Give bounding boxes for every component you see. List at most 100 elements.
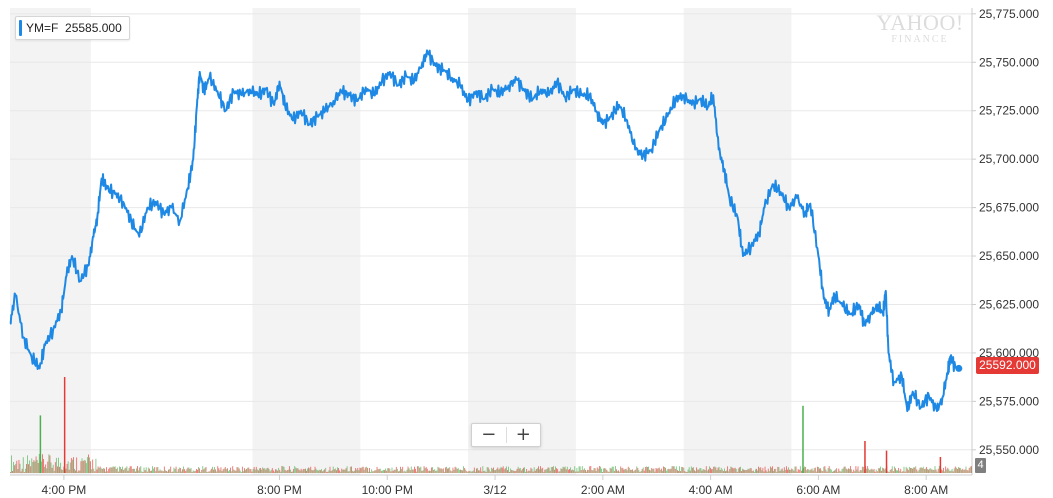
volume-bar bbox=[24, 468, 26, 473]
x-tick-label: 4:00 AM bbox=[689, 483, 733, 497]
volume-bar bbox=[964, 469, 966, 473]
volume-bar bbox=[921, 468, 923, 473]
volume-bar bbox=[37, 462, 39, 473]
y-tick-label: 25,550.000 bbox=[979, 443, 1039, 457]
volume-bar bbox=[620, 466, 622, 473]
volume-bar bbox=[240, 471, 242, 473]
volume-bar bbox=[104, 468, 105, 473]
volume-bar bbox=[308, 467, 310, 473]
volume-bar bbox=[61, 469, 63, 473]
volume-bar bbox=[963, 470, 965, 473]
volume-bar bbox=[145, 467, 147, 473]
volume-bar bbox=[492, 468, 493, 473]
volume-bar bbox=[300, 468, 302, 473]
volume-bar bbox=[655, 467, 657, 473]
volume-bar bbox=[796, 471, 798, 473]
volume-bar bbox=[607, 471, 609, 473]
volume-bar bbox=[68, 469, 70, 473]
volume-bar bbox=[626, 470, 628, 473]
volume-bar bbox=[75, 470, 77, 473]
volume-bar bbox=[869, 470, 871, 473]
volume-spike bbox=[39, 415, 42, 473]
volume-bar bbox=[321, 469, 322, 473]
legend[interactable]: YM=F 25585.000 bbox=[15, 16, 130, 40]
volume-bar bbox=[524, 467, 525, 473]
volume-bar bbox=[22, 457, 24, 473]
volume-bar bbox=[436, 470, 438, 473]
volume-bar bbox=[551, 466, 553, 473]
volume-bar bbox=[840, 471, 842, 473]
volume-bar bbox=[285, 470, 287, 473]
volume-bar bbox=[463, 466, 465, 473]
volume-bar bbox=[906, 468, 908, 473]
volume-bar bbox=[676, 470, 678, 473]
volume-spike bbox=[864, 441, 866, 473]
volume-bar bbox=[95, 458, 97, 473]
volume-bar bbox=[557, 468, 559, 473]
volume-bar bbox=[90, 461, 91, 473]
volume-bar bbox=[233, 469, 235, 473]
volume-bar bbox=[31, 458, 33, 473]
volume-bar bbox=[576, 468, 578, 473]
volume-bar bbox=[947, 467, 949, 473]
volume-bar bbox=[138, 470, 140, 473]
volume-bar bbox=[260, 468, 261, 473]
volume-bar bbox=[793, 470, 795, 473]
volume-bar bbox=[159, 469, 161, 473]
volume-bar bbox=[612, 466, 614, 473]
volume-bar bbox=[775, 468, 777, 473]
volume-bar bbox=[212, 466, 213, 473]
volume-bar bbox=[567, 469, 569, 473]
volume-bar bbox=[913, 467, 915, 473]
volume-bar bbox=[363, 469, 365, 473]
volume-bar bbox=[94, 471, 96, 473]
volume-bar bbox=[385, 468, 386, 473]
volume-bar bbox=[724, 468, 725, 473]
volume-bar bbox=[139, 467, 141, 473]
volume-bar bbox=[547, 467, 549, 473]
volume-bar bbox=[930, 468, 932, 473]
volume-bar bbox=[842, 468, 844, 473]
x-tick-label: 3/12 bbox=[483, 483, 507, 497]
volume-bar bbox=[649, 469, 650, 473]
volume-bar bbox=[799, 466, 801, 473]
volume-bar bbox=[112, 466, 114, 473]
volume-bar bbox=[895, 468, 896, 473]
volume-bar bbox=[252, 469, 254, 473]
zoom-out-button[interactable]: − bbox=[481, 424, 497, 445]
volume-bar bbox=[126, 466, 128, 473]
session-band bbox=[683, 8, 792, 475]
volume-bar bbox=[280, 471, 282, 473]
volume-bar bbox=[58, 457, 59, 473]
volume-bar bbox=[254, 469, 256, 473]
volume-bar bbox=[667, 469, 669, 473]
volume-bar bbox=[148, 468, 150, 473]
volume-bar bbox=[109, 467, 111, 473]
volume-bar bbox=[693, 467, 694, 473]
volume-bar bbox=[53, 470, 55, 473]
zoom-in-button[interactable]: + bbox=[515, 424, 531, 445]
volume-bar bbox=[874, 471, 876, 473]
volume-bar bbox=[608, 471, 610, 473]
volume-bar bbox=[691, 467, 693, 473]
volume-bar bbox=[666, 470, 668, 473]
volume-bar bbox=[396, 469, 398, 473]
volume-bar bbox=[818, 467, 819, 473]
volume-bar bbox=[729, 469, 731, 473]
volume-bar bbox=[846, 469, 848, 473]
volume-bar bbox=[721, 469, 723, 473]
volume-bar bbox=[627, 466, 629, 473]
volume-bar bbox=[695, 471, 696, 473]
volume-bar bbox=[593, 468, 595, 473]
volume-bar bbox=[807, 469, 809, 473]
volume-bars bbox=[10, 377, 972, 473]
volume-bar bbox=[931, 469, 933, 473]
volume-bar bbox=[880, 466, 881, 473]
volume-bar bbox=[750, 468, 752, 473]
volume-bar bbox=[412, 469, 414, 473]
y-tick-label: 25,625.000 bbox=[979, 297, 1039, 311]
volume-bar bbox=[468, 470, 470, 473]
volume-bar bbox=[331, 470, 333, 473]
volume-bar bbox=[279, 469, 281, 473]
volume-bar bbox=[137, 466, 138, 473]
